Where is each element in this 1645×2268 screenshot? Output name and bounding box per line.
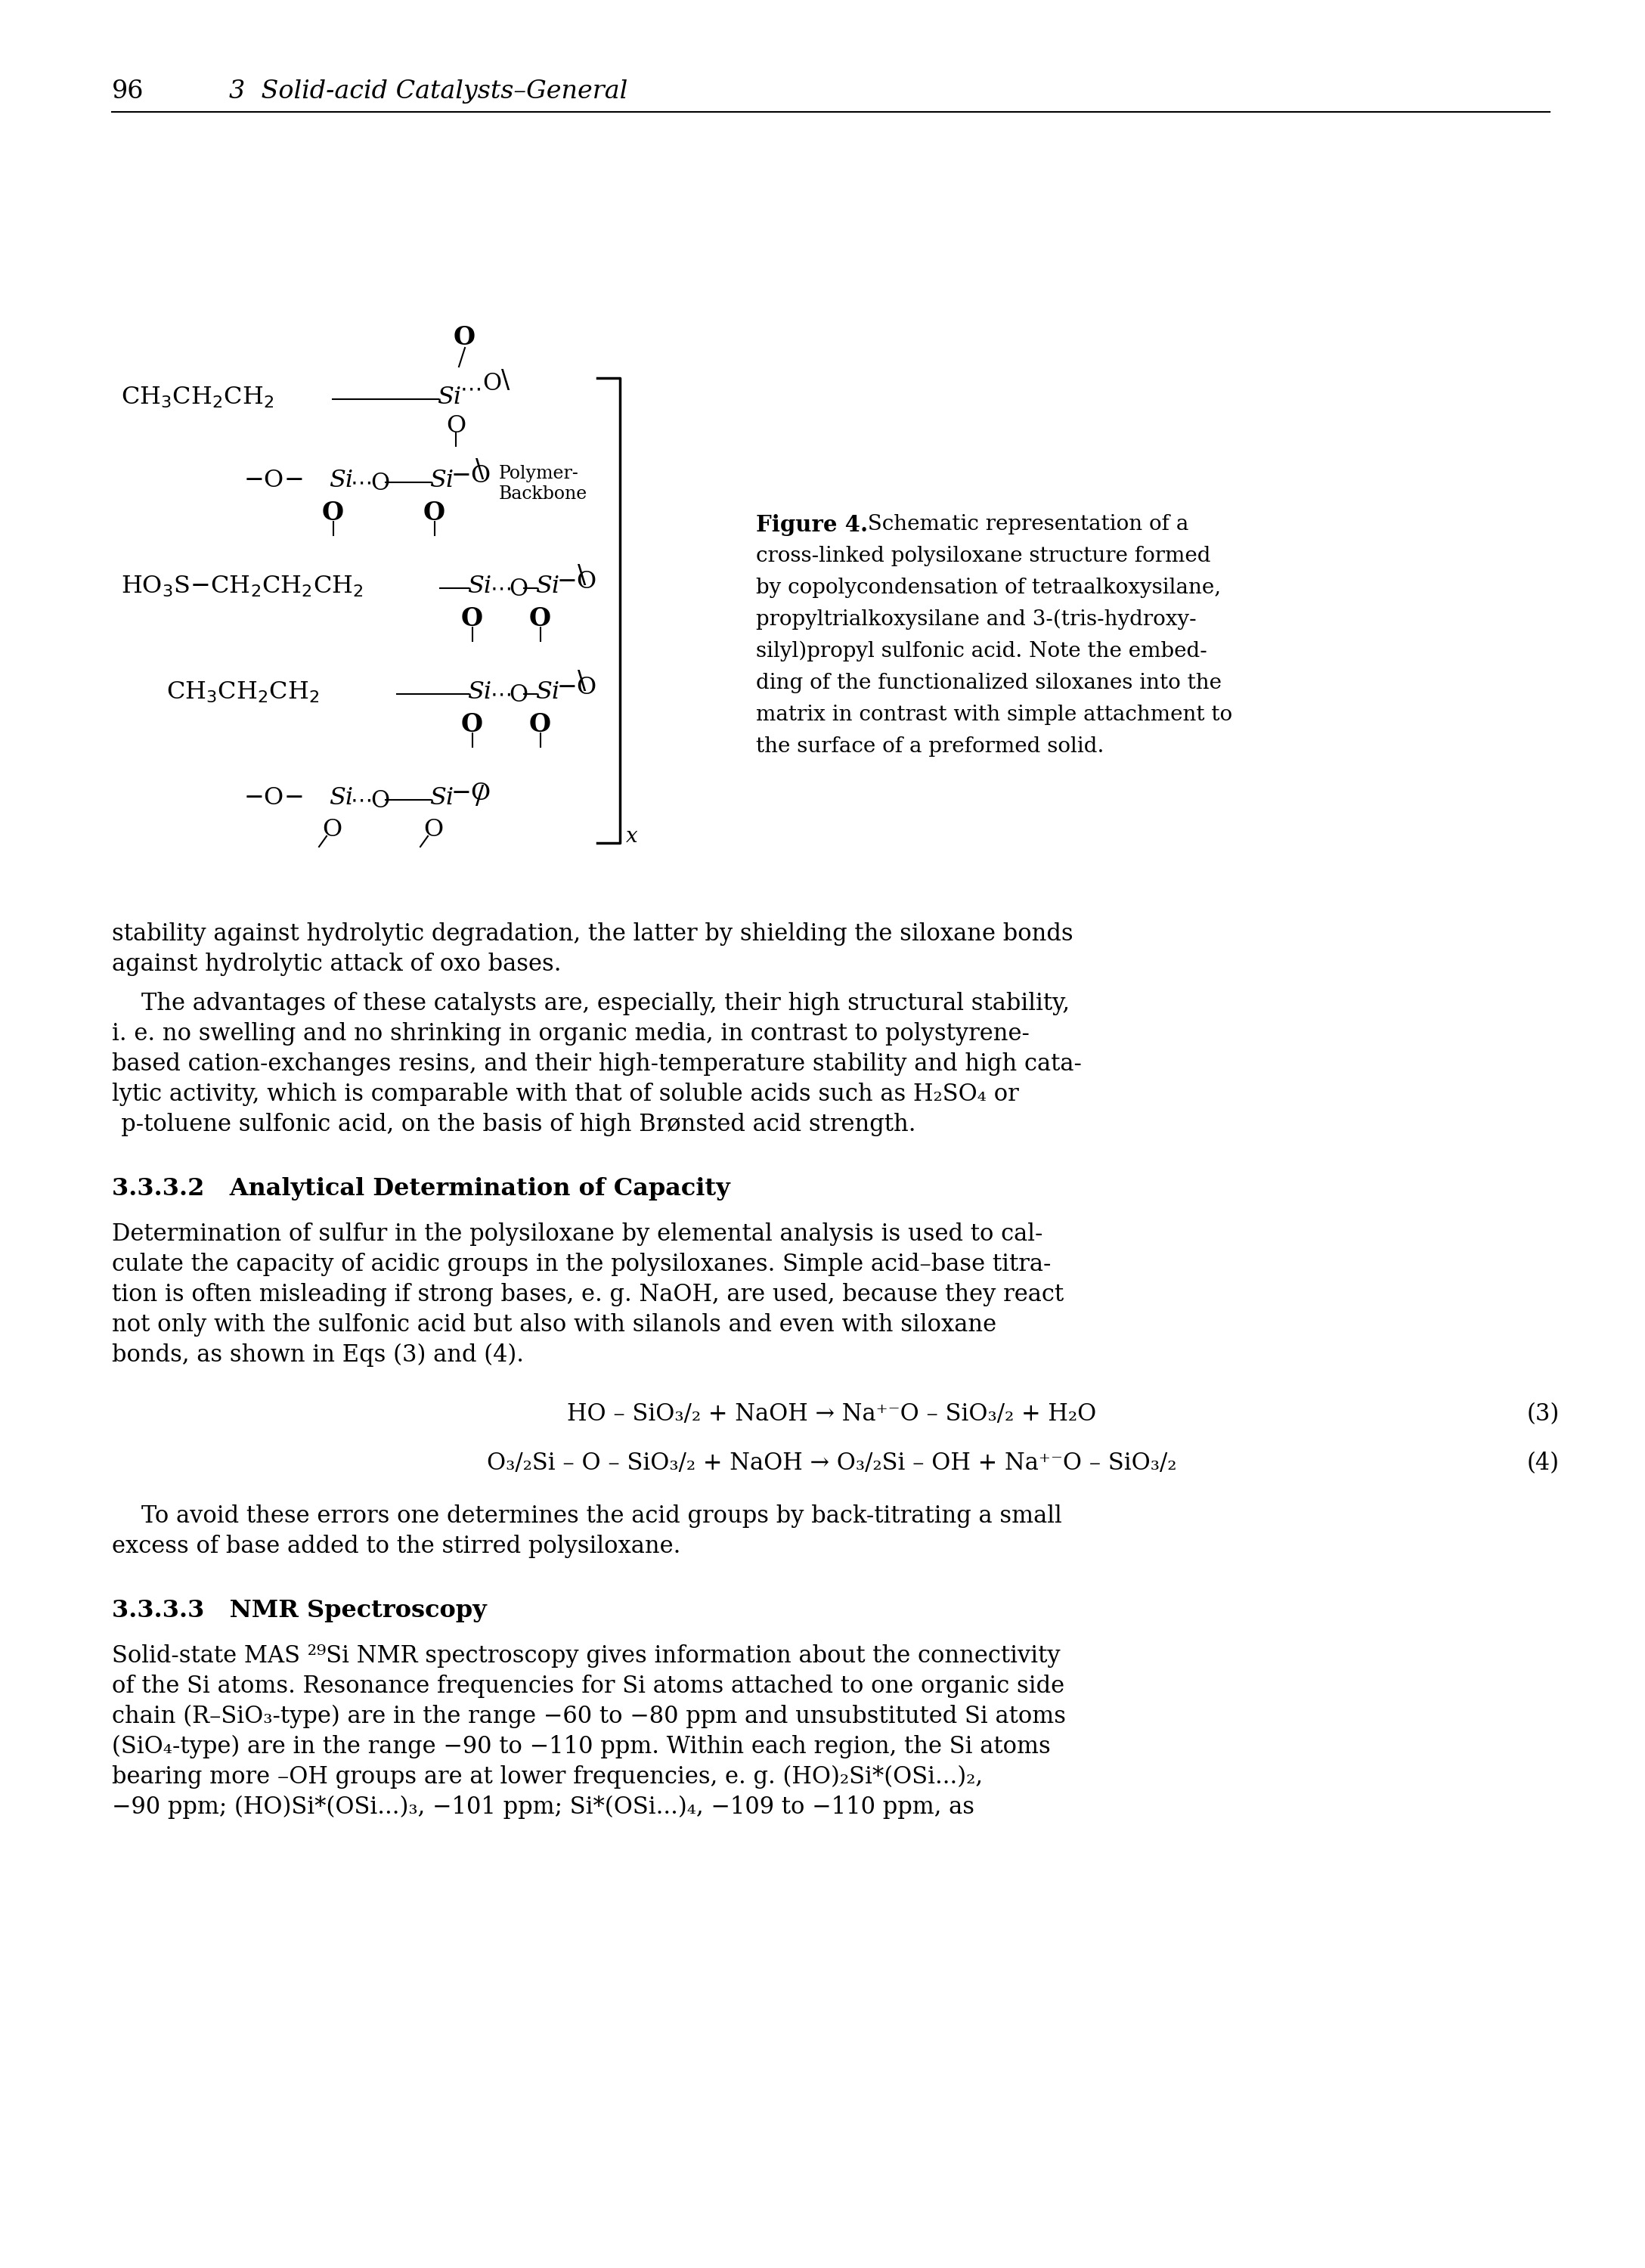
Text: bonds, as shown in Eqs (3) and (4).: bonds, as shown in Eqs (3) and (4). bbox=[112, 1343, 523, 1368]
Text: O: O bbox=[530, 712, 551, 737]
Text: chain (R–SiO₃-type) are in the range −60 to −80 ppm and unsubstituted Si atoms: chain (R–SiO₃-type) are in the range −60… bbox=[112, 1706, 1066, 1728]
Text: not only with the sulfonic acid but also with silanols and even with siloxane: not only with the sulfonic acid but also… bbox=[112, 1313, 997, 1336]
Text: Schematic representation of a: Schematic representation of a bbox=[854, 515, 1189, 535]
Text: $\cdots$: $\cdots$ bbox=[350, 789, 372, 810]
Text: excess of base added to the stirred polysiloxane.: excess of base added to the stirred poly… bbox=[112, 1535, 681, 1558]
Text: HO – SiO₃/₂ + NaOH → Na⁺⁻O – SiO₃/₂ + H₂O: HO – SiO₃/₂ + NaOH → Na⁺⁻O – SiO₃/₂ + H₂… bbox=[568, 1402, 1096, 1427]
Text: cross-linked polysiloxane structure formed: cross-linked polysiloxane structure form… bbox=[757, 547, 1211, 567]
Text: $-$O: $-$O bbox=[451, 782, 490, 805]
Text: matrix in contrast with simple attachment to: matrix in contrast with simple attachmen… bbox=[757, 705, 1232, 726]
Text: 3  Solid-acid Catalysts–General: 3 Solid-acid Catalysts–General bbox=[229, 79, 628, 104]
Text: $-$O$-$: $-$O$-$ bbox=[243, 787, 303, 810]
Text: The advantages of these catalysts are, especially, their high structural stabili: The advantages of these catalysts are, e… bbox=[112, 991, 1069, 1016]
Text: Si: Si bbox=[535, 680, 559, 703]
Text: based cation-exchanges resins, and their high-temperature stability and high cat: based cation-exchanges resins, and their… bbox=[112, 1052, 1082, 1075]
Text: −90 ppm; (HO)Si*(OSi...)₃, −101 ppm; Si*(OSi...)₄, −109 to −110 ppm, as: −90 ppm; (HO)Si*(OSi...)₃, −101 ppm; Si*… bbox=[112, 1796, 974, 1819]
Text: x: x bbox=[627, 826, 638, 846]
Text: O: O bbox=[322, 501, 344, 526]
Text: CH$_3$CH$_2$CH$_2$: CH$_3$CH$_2$CH$_2$ bbox=[166, 680, 319, 705]
Text: O: O bbox=[322, 819, 342, 841]
Text: (3): (3) bbox=[1527, 1402, 1559, 1427]
Text: O: O bbox=[482, 372, 502, 395]
Text: i. e. no swelling and no shrinking in organic media, in contrast to polystyrene-: i. e. no swelling and no shrinking in or… bbox=[112, 1023, 1030, 1046]
Text: 96: 96 bbox=[112, 79, 145, 104]
Text: by copolycondensation of tetraalkoxysilane,: by copolycondensation of tetraalkoxysila… bbox=[757, 578, 1221, 599]
Text: 3.3.3.2   Analytical Determination of Capacity: 3.3.3.2 Analytical Determination of Capa… bbox=[112, 1177, 730, 1200]
Text: Si: Si bbox=[329, 469, 354, 492]
Text: $\cdots$: $\cdots$ bbox=[350, 472, 372, 492]
Text: stability against hydrolytic degradation, the latter by shielding the siloxane b: stability against hydrolytic degradation… bbox=[112, 923, 1073, 946]
Text: Figure 4.: Figure 4. bbox=[757, 515, 869, 535]
Text: (SiO₄-type) are in the range −90 to −110 ppm. Within each region, the Si atoms: (SiO₄-type) are in the range −90 to −110… bbox=[112, 1735, 1051, 1758]
Text: ding of the functionalized siloxanes into the: ding of the functionalized siloxanes int… bbox=[757, 674, 1222, 694]
Text: $\backslash$: $\backslash$ bbox=[577, 565, 587, 587]
Text: $\backslash$: $\backslash$ bbox=[577, 669, 587, 694]
Text: the surface of a preformed solid.: the surface of a preformed solid. bbox=[757, 737, 1104, 758]
Text: O₃/₂Si – O – SiO₃/₂ + NaOH → O₃/₂Si – OH + Na⁺⁻O – SiO₃/₂: O₃/₂Si – O – SiO₃/₂ + NaOH → O₃/₂Si – OH… bbox=[487, 1452, 1176, 1474]
Text: O: O bbox=[461, 712, 484, 737]
Text: silyl)propyl sulfonic acid. Note the embed-: silyl)propyl sulfonic acid. Note the emb… bbox=[757, 642, 1207, 662]
Text: lytic activity, which is comparable with that of soluble acids such as H₂SO₄ or: lytic activity, which is comparable with… bbox=[112, 1082, 1018, 1107]
Text: Si: Si bbox=[329, 787, 354, 810]
Text: CH$_3$CH$_2$CH$_2$: CH$_3$CH$_2$CH$_2$ bbox=[122, 386, 275, 411]
Text: Polymer-: Polymer- bbox=[498, 465, 579, 483]
Text: O: O bbox=[508, 683, 528, 708]
Text: $-$O: $-$O bbox=[556, 569, 597, 594]
Text: O: O bbox=[423, 819, 443, 841]
Text: $\cdots$: $\cdots$ bbox=[490, 683, 512, 705]
Text: tion is often misleading if strong bases, e. g. NaOH, are used, because they rea: tion is often misleading if strong bases… bbox=[112, 1284, 1064, 1306]
Text: $\cdots$: $\cdots$ bbox=[459, 379, 480, 399]
Text: against hydrolytic attack of oxo bases.: against hydrolytic attack of oxo bases. bbox=[112, 953, 561, 975]
Text: O: O bbox=[461, 606, 484, 631]
Text: Solid-state MAS ²⁹Si NMR spectroscopy gives information about the connectivity: Solid-state MAS ²⁹Si NMR spectroscopy gi… bbox=[112, 1644, 1061, 1667]
Text: Si: Si bbox=[535, 574, 559, 599]
Text: Si: Si bbox=[467, 574, 492, 599]
Text: propyltrialkoxysilane and 3-(tris-hydroxy-: propyltrialkoxysilane and 3-(tris-hydrox… bbox=[757, 610, 1196, 631]
Text: O: O bbox=[530, 606, 551, 631]
Text: 3.3.3.3   NMR Spectroscopy: 3.3.3.3 NMR Spectroscopy bbox=[112, 1599, 487, 1622]
Text: O: O bbox=[454, 324, 475, 349]
Text: p-toluene sulfonic acid, on the basis of high Brønsted acid strength.: p-toluene sulfonic acid, on the basis of… bbox=[112, 1114, 916, 1136]
Text: Backbone: Backbone bbox=[498, 485, 587, 503]
Text: O: O bbox=[446, 415, 466, 438]
Text: $\cdots$: $\cdots$ bbox=[490, 578, 512, 599]
Text: Determination of sulfur in the polysiloxane by elemental analysis is used to cal: Determination of sulfur in the polysilox… bbox=[112, 1222, 1043, 1245]
Text: of the Si atoms. Resonance frequencies for Si atoms attached to one organic side: of the Si atoms. Resonance frequencies f… bbox=[112, 1674, 1064, 1699]
Text: O: O bbox=[508, 578, 528, 601]
Text: To avoid these errors one determines the acid groups by back-titrating a small: To avoid these errors one determines the… bbox=[112, 1504, 1063, 1529]
Text: $-$O$-$: $-$O$-$ bbox=[243, 469, 303, 492]
Text: O: O bbox=[370, 472, 390, 494]
Text: HO$_3$S$-$CH$_2$CH$_2$CH$_2$: HO$_3$S$-$CH$_2$CH$_2$CH$_2$ bbox=[122, 574, 364, 599]
Text: $/$: $/$ bbox=[475, 785, 485, 810]
Text: O: O bbox=[423, 501, 446, 526]
Text: Si: Si bbox=[438, 386, 461, 408]
Text: $-$O: $-$O bbox=[451, 465, 490, 488]
Text: Si: Si bbox=[467, 680, 492, 703]
Text: Si: Si bbox=[429, 787, 454, 810]
Text: (4): (4) bbox=[1527, 1452, 1559, 1474]
Text: culate the capacity of acidic groups in the polysiloxanes. Simple acid–base titr: culate the capacity of acidic groups in … bbox=[112, 1252, 1051, 1277]
Text: $-$O: $-$O bbox=[556, 676, 597, 699]
Text: $\backslash$: $\backslash$ bbox=[500, 370, 510, 392]
Text: O: O bbox=[370, 789, 390, 812]
Text: bearing more –OH groups are at lower frequencies, e. g. (HO)₂Si*(OSi...)₂,: bearing more –OH groups are at lower fre… bbox=[112, 1765, 982, 1789]
Text: Si: Si bbox=[429, 469, 454, 492]
Text: $\backslash$: $\backslash$ bbox=[475, 458, 485, 483]
